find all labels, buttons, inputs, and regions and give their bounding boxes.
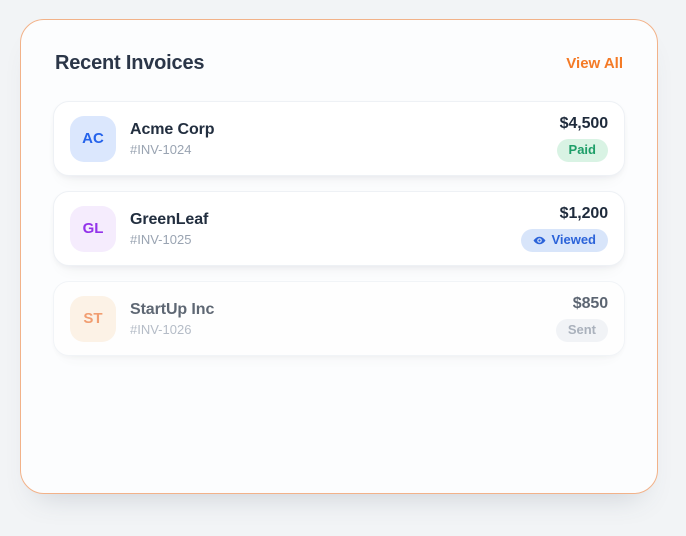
invoice-info: GreenLeaf #INV-1025 bbox=[130, 211, 208, 247]
recent-invoices-card: Recent Invoices View All AC Acme Corp #I… bbox=[20, 19, 658, 494]
invoice-right: $1,200 Viewed bbox=[521, 205, 608, 252]
status-badge-viewed: Viewed bbox=[521, 229, 608, 252]
status-badge-paid: Paid bbox=[556, 139, 608, 162]
avatar: GL bbox=[70, 205, 116, 252]
invoice-amount: $1,200 bbox=[559, 205, 608, 223]
view-all-link[interactable]: View All bbox=[566, 55, 623, 72]
avatar: AC bbox=[70, 115, 116, 162]
card-header: Recent Invoices View All bbox=[53, 52, 625, 75]
invoice-info: Acme Corp #INV-1024 bbox=[130, 120, 215, 157]
invoice-info: StartUp Inc #INV-1026 bbox=[130, 301, 214, 337]
invoice-client-name: StartUp Inc bbox=[130, 300, 215, 318]
invoice-row-startup[interactable]: ST StartUp Inc #INV-1026 $850 Sent bbox=[53, 281, 625, 356]
status-label: Viewed bbox=[551, 232, 596, 248]
invoice-row-acme[interactable]: AC Acme Corp #INV-1024 $4,500 Paid bbox=[53, 101, 625, 176]
invoice-right: $850 Sent bbox=[555, 295, 608, 342]
eye-icon bbox=[533, 234, 546, 247]
avatar: ST bbox=[70, 295, 116, 342]
invoice-client-name: Acme Corp bbox=[130, 120, 215, 138]
status-label: Paid bbox=[568, 142, 596, 158]
invoice-number: #INV-1025 bbox=[130, 231, 192, 247]
invoice-amount: $4,500 bbox=[559, 115, 608, 133]
status-label: Sent bbox=[567, 322, 596, 338]
invoice-right: $4,500 Paid bbox=[556, 115, 608, 162]
invoice-client-name: GreenLeaf bbox=[130, 210, 209, 228]
invoice-number: #INV-1024 bbox=[130, 141, 192, 157]
page-title: Recent Invoices bbox=[55, 52, 205, 74]
invoice-row-greenleaf[interactable]: GL GreenLeaf #INV-1025 $1,200 Viewed bbox=[53, 191, 625, 266]
status-badge-sent: Sent bbox=[555, 319, 608, 342]
invoice-number: #INV-1026 bbox=[130, 321, 192, 337]
invoice-amount: $850 bbox=[572, 295, 608, 313]
